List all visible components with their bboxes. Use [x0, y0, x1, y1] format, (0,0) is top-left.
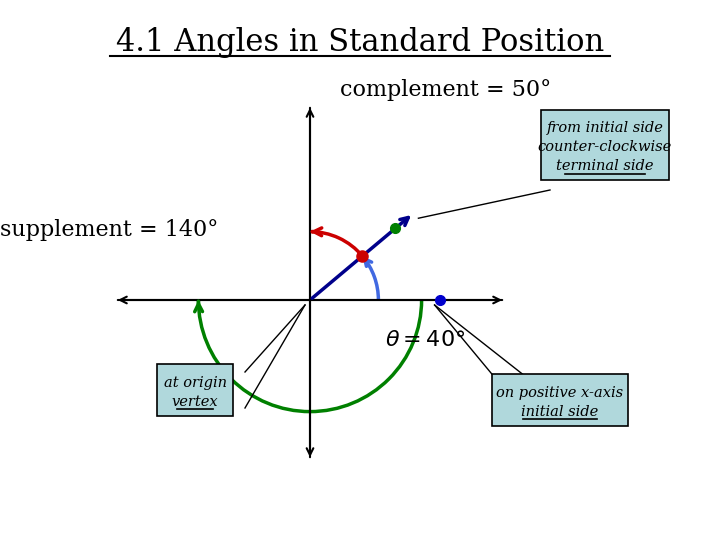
- Text: supplement = 140°: supplement = 140°: [0, 219, 218, 241]
- Text: from initial side: from initial side: [546, 122, 663, 135]
- FancyBboxPatch shape: [157, 364, 233, 416]
- Text: complement = 50°: complement = 50°: [340, 79, 552, 101]
- Text: terminal side: terminal side: [557, 159, 654, 173]
- FancyBboxPatch shape: [541, 110, 670, 180]
- Text: 4.1 Angles in Standard Position: 4.1 Angles in Standard Position: [116, 26, 604, 57]
- Text: counter-clockwise: counter-clockwise: [538, 140, 672, 154]
- Text: at origin: at origin: [163, 376, 227, 390]
- Text: initial side: initial side: [521, 404, 598, 418]
- Text: vertex: vertex: [171, 395, 218, 409]
- Text: on positive x-axis: on positive x-axis: [496, 386, 624, 400]
- FancyBboxPatch shape: [492, 374, 628, 426]
- Text: $\theta = 40°$: $\theta = 40°$: [385, 329, 465, 351]
